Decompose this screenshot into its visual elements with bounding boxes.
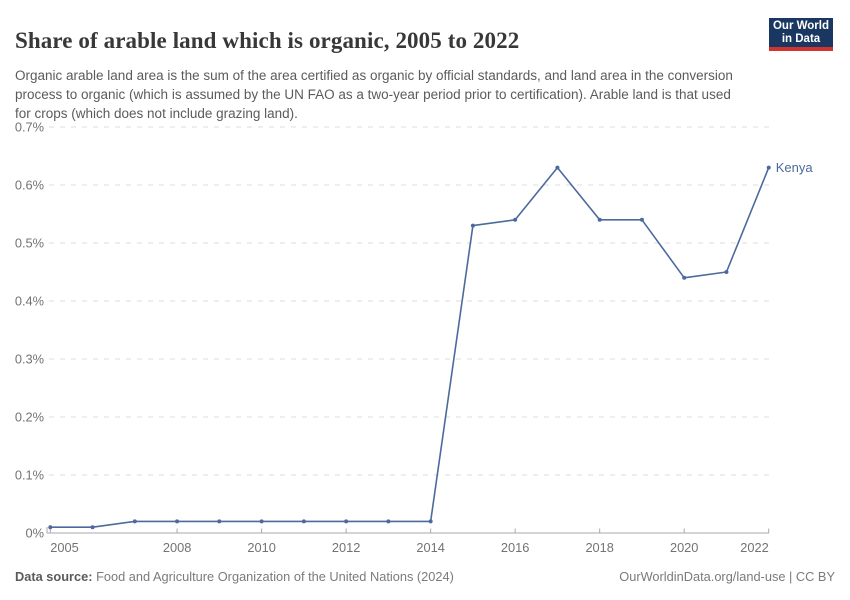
owid-license-link[interactable]: OurWorldinData.org/land-use | CC BY xyxy=(619,569,835,584)
data-point xyxy=(597,217,602,222)
data-point xyxy=(259,519,264,524)
y-axis-tick-label: 0.7% xyxy=(15,120,44,135)
x-axis-tick-label: 2014 xyxy=(416,540,444,555)
data-point xyxy=(639,217,644,222)
series-label-kenya: Kenya xyxy=(776,160,814,175)
owid-logo-line2: in Data xyxy=(781,32,821,45)
data-point xyxy=(724,270,729,274)
page-title: Share of arable land which is organic, 2… xyxy=(15,28,520,54)
y-axis-tick-label: 0.6% xyxy=(15,178,44,193)
x-axis-tick-label: 2020 xyxy=(670,540,698,555)
data-point xyxy=(386,519,391,524)
chart-footer: Data source: Food and Agriculture Organi… xyxy=(15,569,835,584)
x-axis-tick-label: 2018 xyxy=(585,540,613,555)
data-point xyxy=(682,275,687,280)
data-point xyxy=(90,525,95,530)
y-axis-tick-label: 0.1% xyxy=(15,468,44,483)
x-axis-tick-label: 2022 xyxy=(740,540,768,555)
x-axis-tick-label: 2005 xyxy=(50,540,78,555)
x-axis-tick-label: 2012 xyxy=(332,540,360,555)
data-source: Data source: Food and Agriculture Organi… xyxy=(15,569,454,584)
data-point xyxy=(428,519,433,524)
data-source-label: Data source: xyxy=(15,569,93,584)
y-axis-tick-label: 0% xyxy=(26,526,45,541)
data-point xyxy=(217,519,222,524)
data-line-kenya xyxy=(50,166,770,529)
owid-logo[interactable]: Our World in Data xyxy=(769,18,833,51)
data-point xyxy=(513,217,518,222)
x-axis-tick-label: 2016 xyxy=(501,540,529,555)
data-point xyxy=(301,519,306,524)
data-point xyxy=(766,165,771,170)
data-point xyxy=(175,519,180,524)
data-point xyxy=(48,525,53,530)
owid-logo-line1: Our World xyxy=(772,19,829,32)
y-axis-tick-label: 0.2% xyxy=(15,410,44,425)
x-axis-tick-label: 2010 xyxy=(247,540,275,555)
y-axis-tick-label: 0.4% xyxy=(15,294,44,309)
y-axis-tick-label: 0.3% xyxy=(15,352,44,367)
data-point xyxy=(555,165,560,170)
data-point xyxy=(344,519,349,524)
data-point xyxy=(132,519,137,524)
data-source-value: Food and Agriculture Organization of the… xyxy=(92,569,454,584)
data-point xyxy=(470,223,475,228)
chart-subtitle: Organic arable land area is the sum of t… xyxy=(15,67,733,122)
y-axis-tick-label: 0.5% xyxy=(15,236,44,251)
x-axis-tick-label: 2008 xyxy=(163,540,191,555)
